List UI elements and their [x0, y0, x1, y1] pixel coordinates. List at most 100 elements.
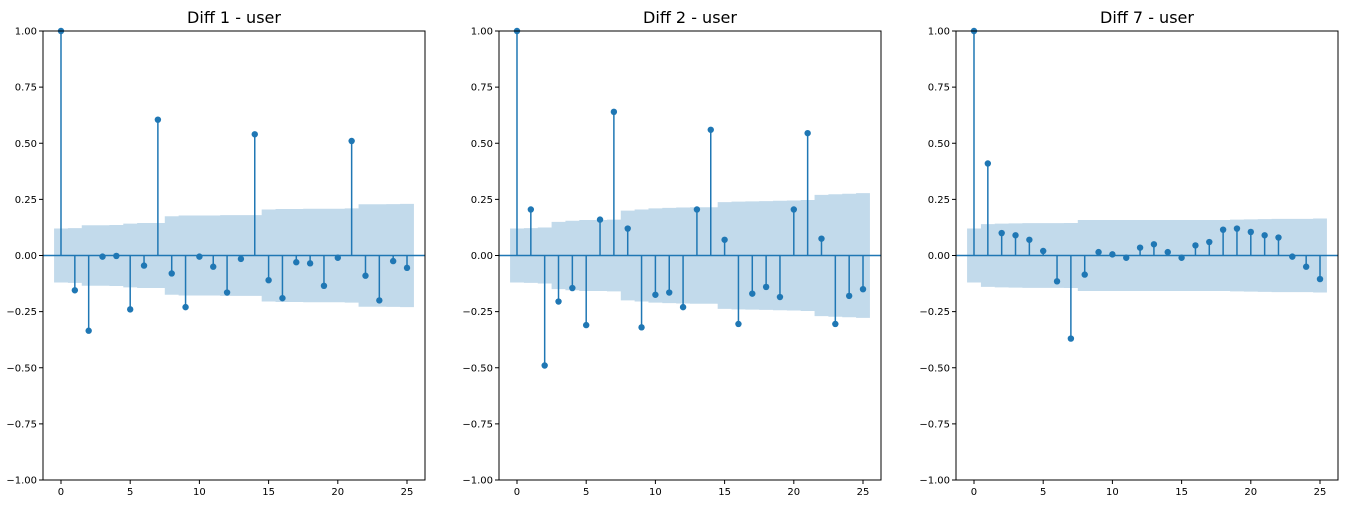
- y-tick-label: 0.00: [928, 251, 950, 262]
- x-tick-label: 10: [649, 487, 662, 498]
- acf-point-lag-1: [527, 206, 535, 213]
- y-tick-label: −0.75: [462, 419, 493, 430]
- acf-point-lag-11: [210, 263, 217, 270]
- acf-point-lag-24: [389, 257, 397, 265]
- acf-point-lag-19: [776, 293, 784, 301]
- y-tick-label: 0.25: [928, 195, 950, 206]
- y-tick-label: 0.50: [928, 139, 950, 150]
- y-tick-label: −0.25: [919, 307, 950, 318]
- acf-point-lag-9: [1095, 248, 1102, 256]
- acf-point-lag-15: [1178, 254, 1185, 261]
- x-tick-label: 25: [401, 487, 414, 498]
- acf-point-lag-3: [1012, 232, 1019, 239]
- acf-point-lag-16: [279, 294, 286, 302]
- y-tick-label: 0.00: [471, 251, 493, 262]
- y-tick-label: −0.50: [462, 363, 493, 374]
- y-tick-label: 0.25: [15, 195, 37, 206]
- x-tick-label: 10: [1106, 487, 1119, 498]
- x-tick-label: 20: [1244, 487, 1257, 498]
- acf-panel-1: −1.00 −0.75 −0.50 −0.25 0.00 0.25 0.50 0.75 1.00…: [6, 8, 426, 498]
- chart-title: Diff 7 - user: [1100, 8, 1194, 27]
- acf-point-lag-22: [1275, 234, 1282, 241]
- x-tick-label: 25: [1314, 487, 1327, 498]
- acf-point-lag-25: [859, 285, 867, 293]
- y-tick-label: −0.50: [6, 363, 37, 374]
- acf-point-lag-11: [1123, 254, 1130, 261]
- x-tick-label: 5: [1040, 487, 1046, 498]
- acf-point-lag-18: [762, 283, 770, 291]
- acf-point-lag-15: [721, 236, 728, 243]
- y-tick-label: 0.50: [471, 139, 493, 150]
- acf-point-lag-10: [196, 253, 203, 260]
- acf-point-lag-17: [293, 259, 300, 266]
- acf-point-lag-7: [610, 108, 618, 116]
- acf-point-lag-13: [693, 206, 701, 213]
- acf-point-lag-24: [845, 292, 853, 300]
- x-tick-label: 20: [331, 487, 344, 498]
- acf-point-lag-25: [1316, 275, 1324, 283]
- acf-point-lag-3: [99, 253, 106, 260]
- acf-point-lag-21: [1261, 232, 1268, 239]
- y-tick-label: −0.25: [462, 307, 493, 318]
- x-tick-label: 0: [58, 487, 64, 498]
- acf-point-lag-7: [154, 116, 162, 123]
- acf-point-lag-18: [306, 260, 314, 267]
- acf-point-lag-6: [140, 262, 148, 269]
- x-tick-label: 25: [857, 487, 870, 498]
- acf-point-lag-15: [265, 276, 272, 284]
- acf-point-lag-12: [1136, 244, 1144, 251]
- acf-point-lag-25: [403, 264, 411, 272]
- acf-point-lag-13: [1150, 241, 1158, 248]
- acf-point-lag-20: [1247, 228, 1255, 236]
- acf-point-lag-1: [71, 287, 79, 294]
- acf-panel-3: −1.00 −0.75 −0.50 −0.25 0.00 0.25 0.50 0.75 1.00…: [919, 8, 1339, 498]
- acf-point-lag-14: [251, 131, 258, 138]
- chart-title: Diff 1 - user: [187, 8, 281, 27]
- y-tick-label: 0.75: [928, 83, 950, 94]
- acf-point-lag-10: [652, 291, 659, 298]
- acf-point-lag-11: [666, 289, 673, 296]
- x-tick-label: 5: [583, 487, 589, 498]
- acf-point-lag-6: [1053, 278, 1061, 285]
- y-tick-label: 0.25: [471, 195, 493, 206]
- acf-panel-2: −1.00 −0.75 −0.50 −0.25 0.00 0.25 0.50 0.75 1.00…: [462, 8, 882, 498]
- acf-point-lag-4: [1026, 236, 1033, 243]
- x-tick-label: 15: [1175, 487, 1188, 498]
- acf-point-lag-18: [1219, 226, 1227, 233]
- acf-point-lag-22: [818, 235, 825, 242]
- y-tick-label: 0.75: [471, 83, 493, 94]
- acf-point-lag-6: [596, 216, 604, 223]
- acf-point-lag-4: [569, 284, 576, 292]
- acf-point-lag-14: [707, 126, 714, 133]
- acf-point-lag-20: [790, 206, 798, 213]
- x-tick-label: 15: [718, 487, 731, 498]
- acf-point-lag-1: [984, 160, 992, 167]
- y-tick-label: 1.00: [471, 27, 493, 38]
- acf-point-lag-2: [998, 229, 1005, 237]
- acf-point-lag-24: [1302, 263, 1310, 270]
- acf-point-lag-5: [582, 321, 590, 329]
- acf-point-lag-23: [376, 297, 383, 304]
- x-tick-label: 20: [787, 487, 800, 498]
- acf-point-lag-21: [348, 137, 355, 145]
- acf-point-lag-20: [334, 254, 342, 261]
- x-tick-label: 0: [514, 487, 520, 498]
- chart-title: Diff 2 - user: [643, 8, 737, 27]
- acf-point-lag-16: [1192, 242, 1199, 249]
- acf-point-lag-2: [85, 327, 92, 334]
- acf-point-lag-22: [362, 272, 369, 279]
- y-tick-label: −0.25: [6, 307, 37, 318]
- acf-point-lag-4: [113, 252, 120, 260]
- y-tick-label: 1.00: [15, 27, 37, 38]
- acf-point-lag-12: [679, 303, 687, 311]
- y-tick-label: 0.00: [15, 251, 37, 262]
- y-tick-label: −0.75: [6, 419, 37, 430]
- acf-point-lag-23: [832, 320, 839, 328]
- acf-point-lag-10: [1109, 251, 1116, 258]
- acf-point-lag-8: [168, 270, 175, 277]
- acf-point-lag-14: [1164, 248, 1171, 256]
- y-tick-label: −1.00: [919, 476, 950, 487]
- acf-point-lag-21: [804, 129, 811, 137]
- acf-point-lag-23: [1289, 253, 1296, 260]
